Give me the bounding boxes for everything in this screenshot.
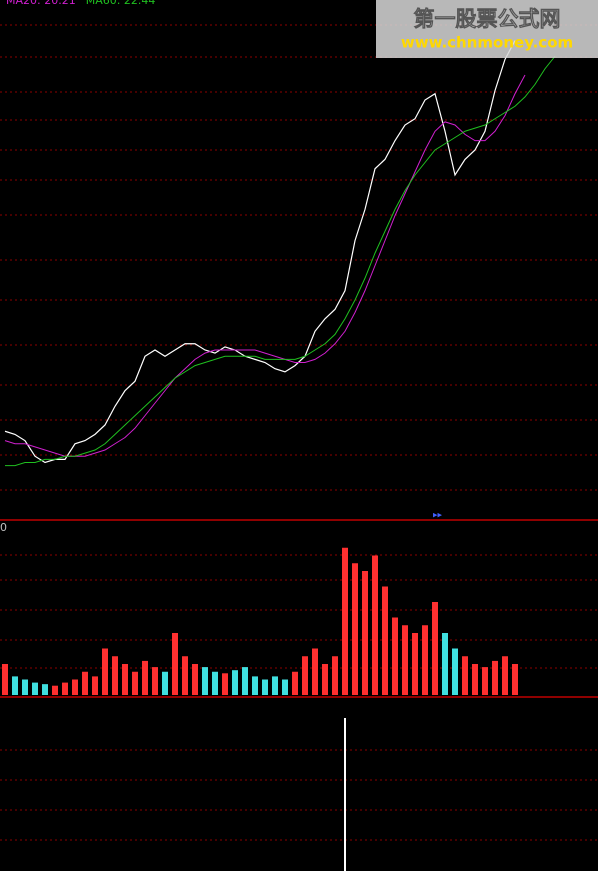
volume-bar [112, 656, 118, 695]
volume-bar [2, 664, 8, 695]
watermark: 第一股票公式网 www.chnmoney.com [376, 0, 598, 58]
volume-bar [232, 670, 238, 695]
volume-bar [182, 656, 188, 695]
volume-bar [442, 633, 448, 695]
price-line [4, 74, 526, 457]
legend-entry: MA60: 22.44 [86, 0, 156, 7]
volume-bar [482, 667, 488, 695]
volume-bar [502, 656, 508, 695]
volume-bar [342, 547, 348, 695]
price-line [4, 40, 516, 464]
watermark-url: www.chnmoney.com [401, 34, 573, 52]
volume-bar [32, 682, 38, 695]
volume-bar [512, 664, 518, 695]
volume-bar [462, 656, 468, 695]
volume-bar [292, 671, 298, 695]
volume-label: 0 [0, 521, 7, 534]
volume-bar [222, 673, 228, 695]
volume-bar [212, 671, 218, 695]
marker: ▸▸ [433, 511, 443, 521]
volume-bar [282, 679, 288, 695]
volume-bar [272, 676, 278, 695]
volume-bar [452, 648, 458, 695]
volume-bar [382, 586, 388, 695]
volume-bar [392, 617, 398, 695]
volume-bar [412, 633, 418, 695]
volume-bar [352, 563, 358, 695]
volume-bar [252, 676, 258, 695]
legend-entry: MA20: 20.21 [6, 0, 76, 7]
price-line [5, 55, 556, 467]
volume-bar [332, 656, 338, 695]
volume-bar [162, 671, 168, 695]
watermark-title: 第一股票公式网 [414, 7, 561, 31]
volume-bar [492, 660, 498, 695]
volume-bar [142, 660, 148, 695]
volume-bar [102, 648, 108, 695]
volume-bar [362, 571, 368, 695]
volume-bar [172, 633, 178, 695]
volume-bar [302, 656, 308, 695]
volume-bar [402, 625, 408, 695]
volume-bar [472, 664, 478, 695]
volume-bar [322, 664, 328, 695]
main-grid [0, 24, 598, 841]
volume-bar [242, 667, 248, 695]
volume-bar [202, 667, 208, 695]
watermark-box [376, 0, 598, 58]
volume-bar [432, 602, 438, 695]
volume-bar [372, 555, 378, 695]
volume-bar [132, 671, 138, 695]
volume-bar [192, 664, 198, 695]
volume-bar [122, 664, 128, 695]
volume-bar [52, 685, 58, 695]
volume-bar [92, 676, 98, 695]
volume-bar [262, 679, 268, 695]
volume-bar [42, 684, 48, 695]
volume-bar [82, 671, 88, 695]
volume-bar [72, 679, 78, 695]
volume-bar [152, 667, 158, 695]
volume-bar [422, 625, 428, 695]
volume-bar [22, 679, 28, 695]
volume-bar [12, 676, 18, 695]
volume-bar [62, 682, 68, 695]
volume-bar [312, 648, 318, 695]
